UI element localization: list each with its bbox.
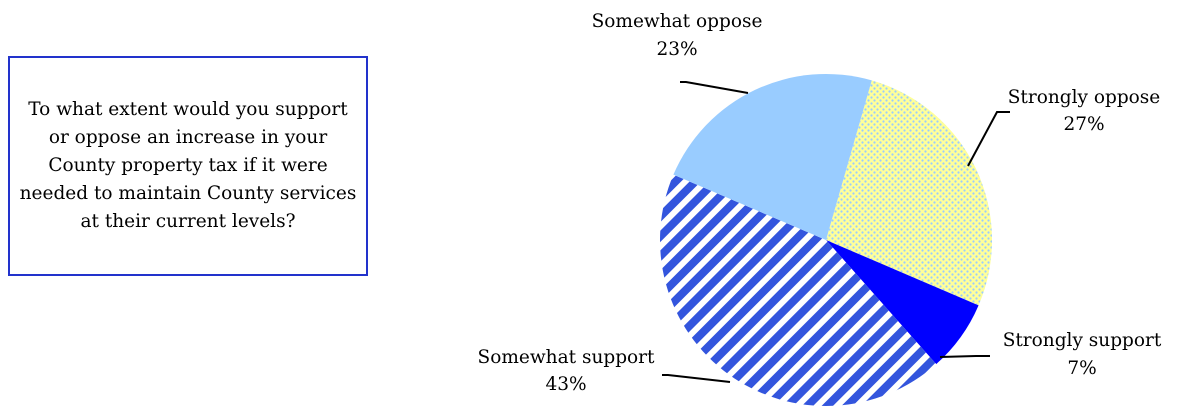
question-box: To what extent would you support or oppo… xyxy=(8,56,368,276)
pie-slice-somewhat-support xyxy=(660,174,937,406)
slice-value-label: 27% xyxy=(1063,114,1104,135)
question-text: To what extent would you support or oppo… xyxy=(19,99,357,232)
leader-line xyxy=(662,374,731,383)
slice-label: Somewhat support xyxy=(478,347,655,368)
slice-value-label: 23% xyxy=(656,39,697,60)
slice-label: Somewhat oppose xyxy=(592,11,763,32)
pie-slice-somewhat-oppose xyxy=(673,73,872,241)
slice-value-label: 7% xyxy=(1067,358,1096,379)
pie-slice-strongly-support xyxy=(826,240,979,365)
leader-line xyxy=(967,111,1010,167)
slice-label: Strongly support xyxy=(1003,330,1162,351)
leader-line xyxy=(939,355,990,358)
pie-slice-strongly-oppose xyxy=(826,80,993,306)
slice-value-label: 43% xyxy=(545,374,586,395)
slice-label: Strongly oppose xyxy=(1008,87,1161,108)
leader-line xyxy=(680,81,749,94)
